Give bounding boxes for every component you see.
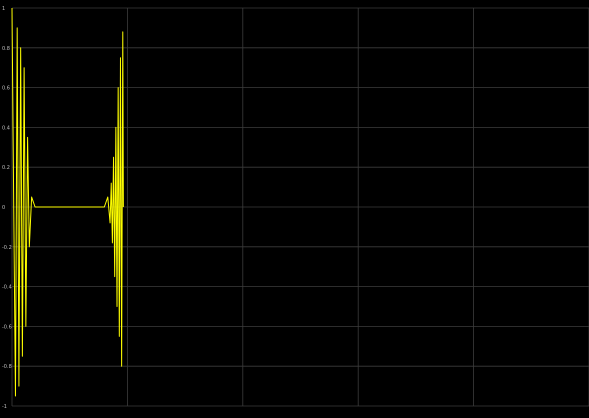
signal-trace-line bbox=[11, 7, 124, 397]
y-tick-label: -1 bbox=[2, 404, 7, 410]
y-tick-label: 0 bbox=[2, 205, 5, 211]
y-tick-label: 0.8 bbox=[2, 46, 10, 52]
signal-trace bbox=[11, 7, 124, 397]
y-tick-label: 0.4 bbox=[2, 125, 10, 131]
y-tick-label: -0.2 bbox=[2, 245, 12, 251]
y-tick-label: -0.4 bbox=[2, 285, 12, 291]
y-tick-label: -0.8 bbox=[2, 364, 12, 370]
y-tick-label: 0.6 bbox=[2, 86, 10, 92]
y-tick-label: -0.6 bbox=[2, 324, 12, 330]
y-tick-label: 1 bbox=[2, 6, 5, 12]
y-tick-labels: 1 0.8 0.6 0.4 0.2 0 -0.2 -0.4 -0.6 -0.8 -1 bbox=[2, 6, 12, 410]
y-tick-label: 0.2 bbox=[2, 165, 10, 171]
